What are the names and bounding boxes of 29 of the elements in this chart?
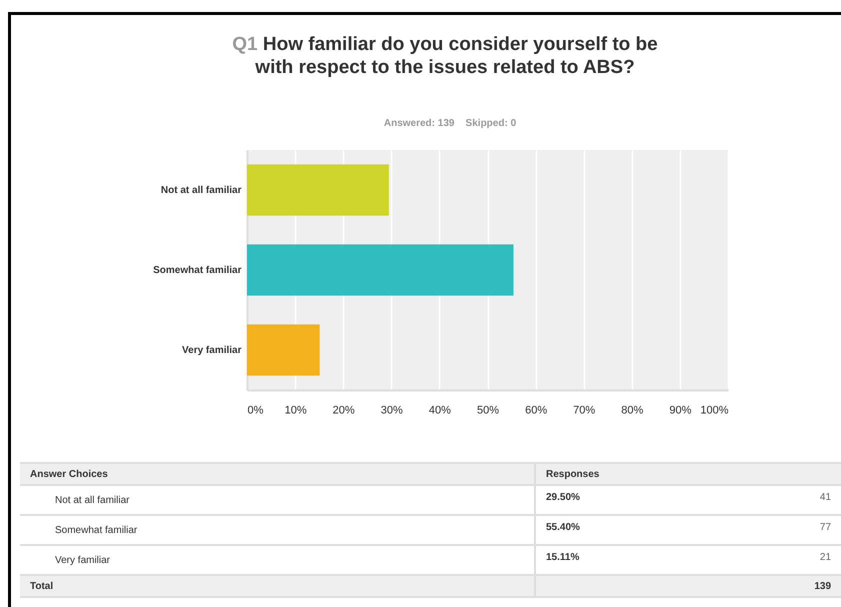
x-tick-label: 80% xyxy=(621,404,644,416)
text: Total xyxy=(20,575,535,597)
x-tick-label: 70% xyxy=(573,404,596,416)
category-label: Very familiar xyxy=(55,554,110,566)
y-tick-label: Very familiar xyxy=(182,345,242,356)
y-tick-label: Somewhat familiar xyxy=(153,265,242,276)
text: Answer Choices xyxy=(20,463,535,485)
x-tick-label: 0% xyxy=(248,404,264,416)
x-tick-label: 60% xyxy=(525,404,548,416)
text: Responses xyxy=(535,463,841,485)
x-tick-label: 20% xyxy=(332,404,355,416)
text: 21 xyxy=(685,545,841,575)
text: 29.50% xyxy=(535,485,685,515)
text: 15.11% xyxy=(535,545,685,575)
x-tick-label: 10% xyxy=(284,404,307,416)
text: 77 xyxy=(685,515,841,545)
x-tick-label: 50% xyxy=(476,404,500,416)
x-tick-label: 40% xyxy=(428,404,452,416)
chart-subtitle: Answered: 139 Skipped: 0 xyxy=(382,118,518,129)
text: 55.40% xyxy=(535,515,685,545)
text: 41 xyxy=(685,485,841,515)
chart-title: Q1 How familiar do you consider yourself to be with respect to the issues related to ABS? xyxy=(231,33,659,79)
category-label: Not at all familiar xyxy=(55,494,130,506)
y-tick-label: Not at all familiar xyxy=(160,185,242,196)
text: 139 xyxy=(535,575,841,597)
x-tick-label: 30% xyxy=(380,404,404,416)
x-tick-label: 100% xyxy=(700,404,729,416)
category-label: Somewhat familiar xyxy=(55,524,138,536)
x-tick-label: 90% xyxy=(669,404,692,416)
